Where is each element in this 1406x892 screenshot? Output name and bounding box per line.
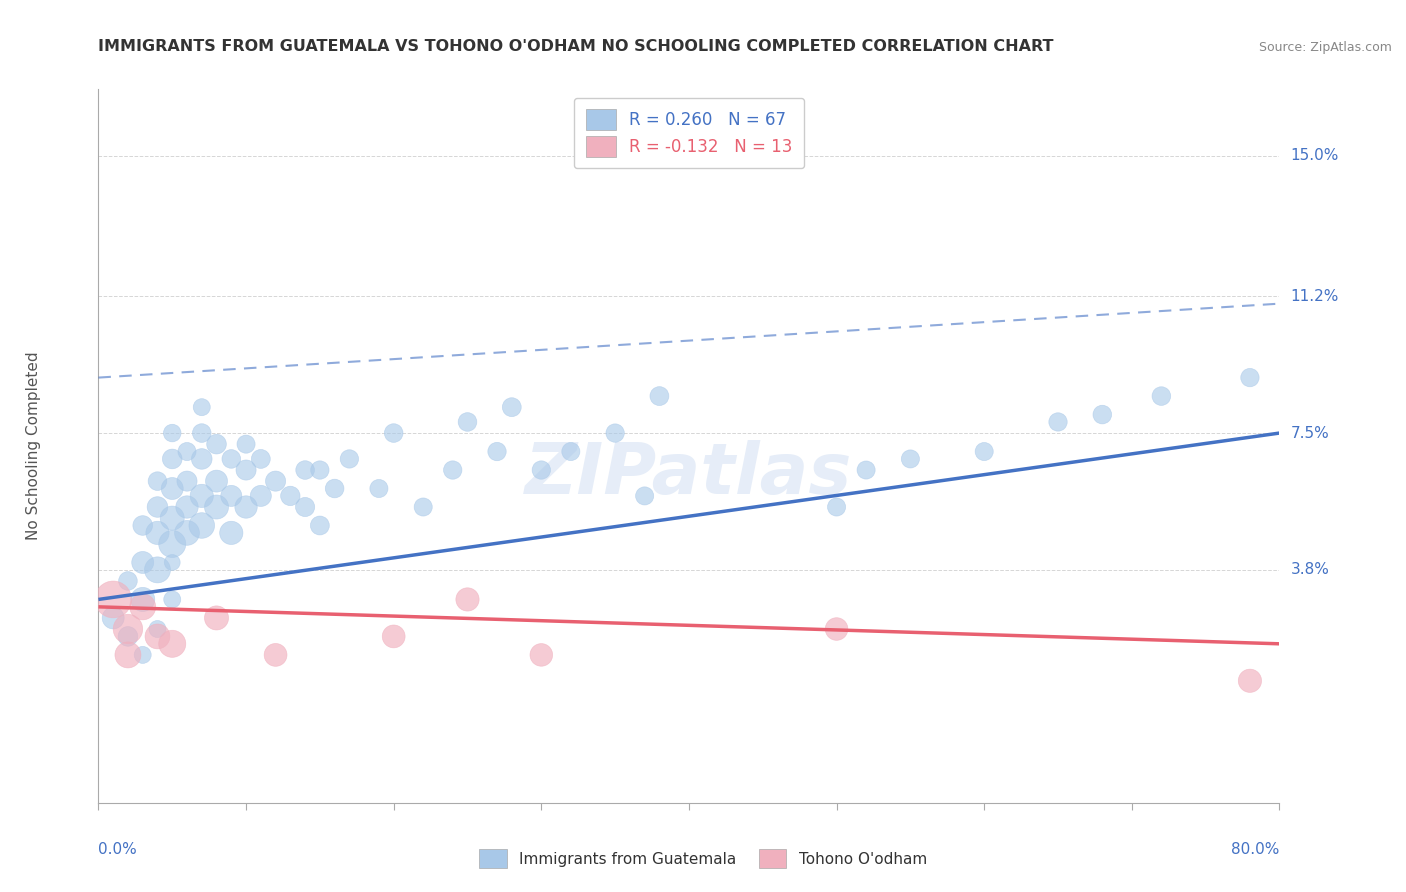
Point (368, 482, 391, 496)
Point (191, 518, 214, 533)
Point (1046, 415, 1069, 429)
Point (605, 425, 627, 440)
Text: Source: ZipAtlas.com: Source: ZipAtlas.com (1258, 40, 1392, 54)
Point (205, 500, 228, 514)
Point (235, 463, 257, 477)
Point (146, 622, 169, 636)
Point (191, 489, 214, 503)
Text: 0.0%: 0.0% (98, 842, 138, 856)
Point (235, 437, 257, 451)
Point (117, 622, 139, 636)
Point (1091, 408, 1114, 422)
Point (294, 500, 316, 514)
Point (1239, 673, 1261, 688)
Point (973, 444, 995, 458)
Point (530, 648, 553, 662)
Point (205, 611, 228, 625)
Point (219, 489, 242, 503)
Point (382, 629, 405, 643)
Point (162, 592, 183, 607)
Point (117, 629, 139, 643)
Point (900, 452, 922, 467)
Point (250, 489, 273, 503)
Point (825, 500, 848, 514)
Point (294, 463, 316, 477)
Point (1239, 370, 1261, 384)
Text: 3.8%: 3.8% (1291, 562, 1330, 577)
Point (146, 629, 169, 643)
Text: 15.0%: 15.0% (1291, 148, 1339, 163)
Point (323, 482, 346, 496)
Point (132, 599, 155, 614)
Text: 80.0%: 80.0% (1232, 842, 1279, 856)
Point (103, 592, 125, 607)
Point (176, 500, 198, 514)
Point (501, 400, 523, 414)
Point (264, 648, 287, 662)
Point (132, 648, 155, 662)
Point (162, 537, 183, 551)
Point (176, 525, 198, 540)
Point (855, 463, 877, 477)
Point (309, 463, 332, 477)
Point (132, 518, 155, 533)
Text: ZIPatlas: ZIPatlas (526, 440, 852, 509)
Point (191, 400, 214, 414)
Point (146, 525, 169, 540)
Point (132, 556, 155, 570)
Point (219, 525, 242, 540)
Point (162, 637, 183, 651)
Point (648, 389, 671, 403)
Point (264, 474, 287, 488)
Point (337, 452, 360, 467)
Point (146, 500, 169, 514)
Point (250, 452, 273, 467)
Point (235, 500, 257, 514)
Point (191, 452, 214, 467)
Point (633, 489, 655, 503)
Text: 11.2%: 11.2% (1291, 289, 1339, 304)
Point (132, 592, 155, 607)
Point (103, 611, 125, 625)
Point (412, 500, 434, 514)
Point (456, 415, 478, 429)
Point (1150, 389, 1173, 403)
Point (162, 482, 183, 496)
Point (162, 425, 183, 440)
Point (456, 592, 478, 607)
Text: IMMIGRANTS FROM GUATEMALA VS TOHONO O'ODHAM NO SCHOOLING COMPLETED CORRELATION C: IMMIGRANTS FROM GUATEMALA VS TOHONO O'OD… (98, 38, 1054, 54)
Point (560, 444, 582, 458)
Point (146, 563, 169, 577)
Text: No Schooling Completed: No Schooling Completed (25, 351, 41, 541)
Point (162, 511, 183, 525)
Point (176, 444, 198, 458)
Point (530, 463, 553, 477)
Point (486, 444, 509, 458)
Point (278, 489, 302, 503)
Point (146, 474, 169, 488)
Point (176, 474, 198, 488)
Point (219, 452, 242, 467)
Point (205, 474, 228, 488)
Point (825, 622, 848, 636)
Point (191, 425, 214, 440)
Point (162, 556, 183, 570)
Point (382, 425, 405, 440)
Text: 7.5%: 7.5% (1291, 425, 1329, 441)
Point (441, 463, 464, 477)
Point (117, 574, 139, 588)
Point (309, 518, 332, 533)
Point (117, 648, 139, 662)
Point (205, 437, 228, 451)
Legend: R = 0.260   N = 67, R = -0.132   N = 13: R = 0.260 N = 67, R = -0.132 N = 13 (574, 97, 804, 169)
Point (162, 452, 183, 467)
Legend: Immigrants from Guatemala, Tohono O'odham: Immigrants from Guatemala, Tohono O'odha… (471, 841, 935, 875)
